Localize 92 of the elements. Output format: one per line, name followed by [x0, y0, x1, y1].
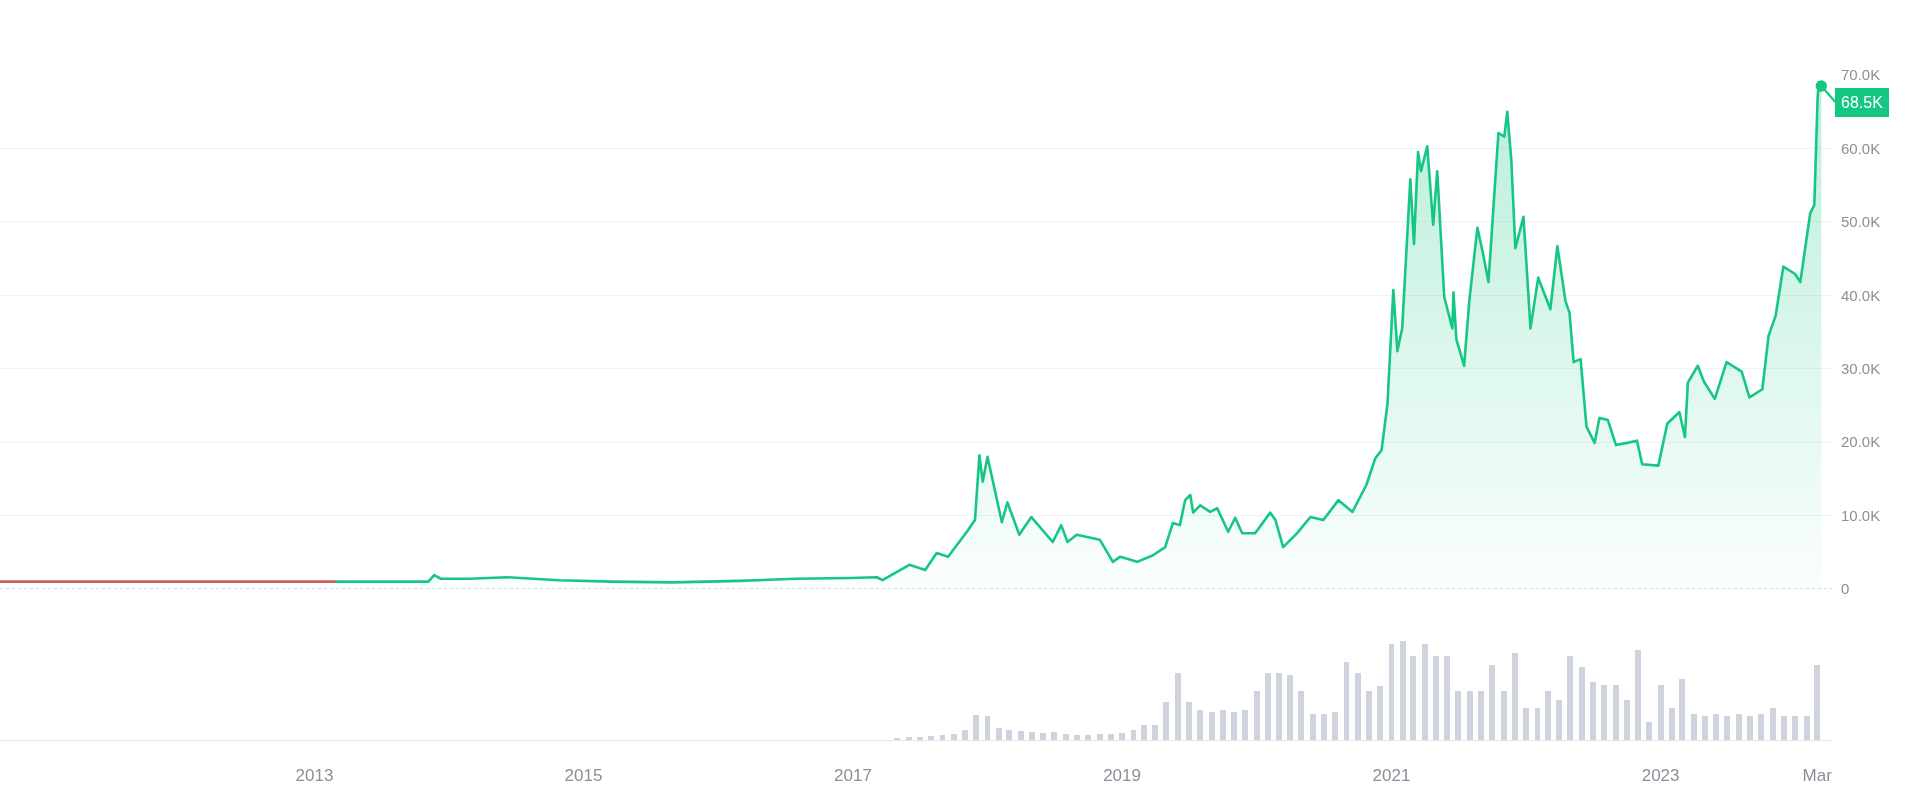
bar — [1040, 733, 1047, 740]
bar — [1701, 716, 1708, 740]
x-tick-label: 2013 — [295, 766, 334, 786]
bar — [1119, 733, 1125, 740]
bar — [1589, 681, 1596, 740]
bar — [1074, 735, 1081, 740]
bar — [1309, 714, 1316, 740]
bar — [1174, 672, 1181, 740]
bar — [1287, 674, 1294, 740]
bar — [1399, 641, 1406, 740]
bar — [1612, 684, 1619, 740]
bar — [1197, 710, 1204, 740]
bar — [1500, 690, 1507, 740]
bar — [1758, 714, 1765, 740]
bar — [1085, 735, 1092, 740]
bar — [1332, 712, 1339, 740]
bar — [1769, 708, 1776, 740]
bar — [1669, 708, 1675, 740]
bar — [1544, 690, 1551, 740]
bar — [1231, 712, 1238, 740]
bar — [1219, 710, 1226, 740]
bar — [1511, 653, 1518, 740]
bar — [1657, 684, 1664, 740]
bar — [1556, 700, 1563, 740]
bar — [1679, 678, 1686, 740]
bar — [1320, 714, 1327, 740]
bar — [1006, 730, 1013, 740]
bar — [1275, 672, 1282, 740]
bar — [1601, 684, 1608, 740]
bar — [1421, 644, 1428, 740]
y-tick-label: 20.0K — [1841, 433, 1881, 451]
bar — [1062, 734, 1069, 740]
bar — [1646, 722, 1653, 740]
bar — [916, 737, 923, 740]
bar — [950, 734, 957, 740]
bar — [1735, 714, 1742, 740]
bar — [1051, 732, 1058, 740]
y-tick-label: 10.0K — [1841, 506, 1881, 524]
y-tick-label: 40.0K — [1841, 286, 1881, 304]
bar — [1523, 708, 1529, 740]
y-tick-label: 30.0K — [1841, 359, 1881, 377]
y-tick-label: 70.0K — [1841, 66, 1881, 84]
bar — [1185, 702, 1192, 740]
bar — [1253, 690, 1260, 740]
bar — [1208, 712, 1215, 740]
bar — [1152, 725, 1159, 740]
bar — [1635, 650, 1642, 740]
bar — [1377, 685, 1384, 740]
bar — [1724, 716, 1731, 740]
bar — [1780, 716, 1787, 740]
bar — [995, 728, 1002, 740]
bar — [973, 715, 980, 740]
bar — [1578, 666, 1585, 740]
x-tick-label: 2019 — [1103, 766, 1141, 786]
bar — [1096, 734, 1103, 740]
bar — [1792, 716, 1799, 740]
bar — [1298, 690, 1305, 740]
bar — [1410, 656, 1417, 740]
y-tick-label: 50.0K — [1841, 213, 1881, 231]
bar — [1028, 732, 1035, 740]
bar — [1455, 690, 1462, 740]
bar — [962, 730, 968, 740]
bar — [1803, 716, 1810, 740]
y-tick-label: 0 — [1841, 580, 1850, 598]
bar — [1354, 672, 1361, 740]
bar — [1478, 690, 1485, 740]
bar — [1814, 664, 1821, 740]
annotation: 68.5K — [1841, 94, 1884, 111]
bar — [1163, 702, 1170, 740]
bar — [1432, 656, 1439, 740]
bar — [1366, 690, 1372, 740]
bar — [1747, 716, 1754, 740]
bar — [1444, 656, 1451, 740]
bar — [1489, 664, 1496, 740]
bar — [1107, 734, 1114, 740]
bar — [1466, 690, 1473, 740]
bar — [928, 736, 935, 740]
x-tick-label: 2021 — [1372, 766, 1411, 786]
bar — [1017, 731, 1024, 740]
x-tick-label: Mar — [1802, 766, 1833, 786]
y-tick-label: 60.0K — [1841, 139, 1881, 157]
x-tick-label: 2023 — [1641, 766, 1680, 786]
bar — [1713, 714, 1720, 740]
bar — [1242, 710, 1249, 740]
bar — [905, 737, 912, 740]
bar — [1265, 672, 1271, 740]
bar — [1140, 725, 1147, 740]
bar — [1690, 714, 1697, 740]
x-tick-label: 2017 — [834, 766, 872, 786]
bar — [1623, 700, 1630, 740]
x-tick-label: 2015 — [564, 766, 603, 786]
bar — [1567, 656, 1574, 740]
